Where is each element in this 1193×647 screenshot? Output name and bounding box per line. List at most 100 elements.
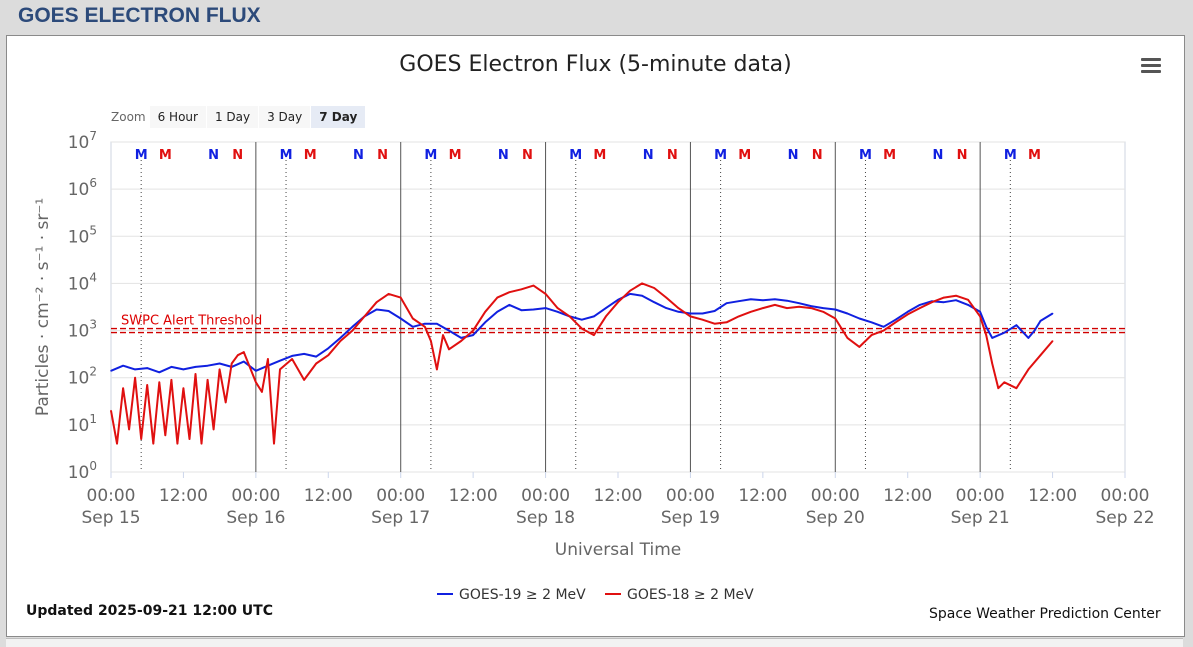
data-point-goes19 bbox=[556, 311, 559, 313]
data-point-goes19 bbox=[182, 368, 185, 371]
zoom-6-hour-button[interactable]: 6 Hour bbox=[149, 106, 206, 128]
data-point-goes18 bbox=[677, 307, 680, 309]
x-tick-time: 12:00 bbox=[449, 486, 498, 506]
data-point-goes19 bbox=[460, 337, 462, 339]
data-point-goes19 bbox=[605, 307, 607, 309]
data-point-goes19 bbox=[1033, 329, 1036, 332]
x-tick-date: Sep 17 bbox=[371, 508, 430, 528]
data-point-goes19 bbox=[858, 317, 861, 320]
marker-label-m: M bbox=[883, 148, 896, 163]
data-point-goes19 bbox=[327, 347, 330, 350]
x-tick-time: 12:00 bbox=[159, 486, 208, 506]
data-point-goes18 bbox=[484, 311, 487, 313]
zoom-7-day-button[interactable]: 7 Day bbox=[311, 106, 366, 128]
data-point-goes18 bbox=[882, 329, 885, 332]
marker-label-n: N bbox=[522, 148, 533, 163]
data-point-goes18 bbox=[363, 315, 366, 318]
credit-text: Space Weather Prediction Center bbox=[929, 606, 1161, 622]
y-tick-label: 105 bbox=[68, 223, 97, 247]
hamburger-menu-icon[interactable] bbox=[1141, 58, 1161, 76]
zoom-3-day-button[interactable]: 3 Day bbox=[259, 106, 311, 128]
x-tick-time: 00:00 bbox=[231, 486, 280, 506]
data-point-goes18 bbox=[810, 307, 812, 309]
data-point-goes19 bbox=[1051, 312, 1054, 315]
marker-label-n: N bbox=[667, 148, 678, 163]
data-point-goes18 bbox=[327, 354, 330, 357]
x-tick-time: 12:00 bbox=[883, 486, 932, 506]
x-tick-time: 00:00 bbox=[811, 486, 860, 506]
data-point-goes18 bbox=[442, 334, 444, 336]
data-point-goes18 bbox=[725, 321, 728, 324]
data-point-goes18 bbox=[116, 442, 118, 445]
data-point-goes19 bbox=[786, 299, 788, 302]
marker-label-m: M bbox=[859, 148, 872, 163]
threshold-label: SWPC Alert Threshold bbox=[121, 314, 262, 329]
data-point-goes19 bbox=[906, 311, 909, 313]
data-point-goes19 bbox=[870, 321, 873, 324]
data-point-goes19 bbox=[1015, 324, 1018, 327]
marker-label-n: N bbox=[232, 148, 243, 163]
data-point-goes19 bbox=[593, 315, 595, 318]
data-point-goes19 bbox=[472, 334, 474, 336]
data-point-goes19 bbox=[351, 326, 354, 328]
data-point-goes18 bbox=[224, 401, 227, 404]
data-point-goes18 bbox=[194, 373, 197, 375]
data-point-goes19 bbox=[822, 307, 824, 309]
data-point-goes18 bbox=[424, 326, 426, 328]
data-point-goes18 bbox=[568, 315, 571, 318]
data-point-goes19 bbox=[146, 367, 148, 369]
y-tick-label: 102 bbox=[68, 365, 97, 389]
data-point-goes19 bbox=[122, 364, 124, 367]
marker-label-n: N bbox=[208, 148, 219, 163]
data-point-goes19 bbox=[985, 326, 987, 328]
x-tick-time: 00:00 bbox=[666, 486, 715, 506]
data-point-goes18 bbox=[1039, 354, 1042, 357]
data-point-goes18 bbox=[798, 306, 800, 308]
data-point-goes18 bbox=[786, 307, 788, 309]
x-tick-date: Sep 20 bbox=[806, 508, 865, 528]
x-tick-time: 00:00 bbox=[956, 486, 1005, 506]
y-tick-label: 100 bbox=[68, 459, 97, 483]
data-point-goes19 bbox=[810, 305, 812, 307]
data-point-goes18 bbox=[291, 358, 293, 360]
data-point-goes18 bbox=[665, 296, 668, 299]
data-point-goes19 bbox=[448, 329, 450, 332]
x-axis-title: Universal Time bbox=[555, 540, 681, 560]
data-point-goes18 bbox=[1027, 368, 1030, 371]
data-point-goes19 bbox=[1003, 331, 1006, 334]
zoom-label: Zoom bbox=[111, 110, 146, 124]
data-point-goes18 bbox=[834, 317, 837, 320]
y-axis-title: Particles · cm⁻² · s⁻¹ · sr⁻¹ bbox=[33, 198, 53, 416]
x-tick-time: 12:00 bbox=[1028, 486, 1077, 506]
x-tick-date: Sep 18 bbox=[516, 508, 575, 528]
data-point-goes18 bbox=[762, 307, 764, 309]
data-point-goes18 bbox=[556, 307, 559, 309]
data-point-goes18 bbox=[267, 358, 269, 360]
data-point-goes19 bbox=[375, 308, 378, 311]
data-point-goes19 bbox=[882, 326, 885, 328]
data-point-goes18 bbox=[997, 387, 1000, 390]
data-point-goes19 bbox=[762, 299, 764, 302]
data-point-goes19 bbox=[713, 310, 716, 312]
marker-label-n: N bbox=[788, 148, 799, 163]
marker-label-m: M bbox=[159, 148, 172, 163]
data-point-goes18 bbox=[472, 329, 474, 332]
zoom-1-day-button[interactable]: 1 Day bbox=[206, 106, 259, 128]
x-tick-date: Sep 22 bbox=[1095, 508, 1154, 528]
y-tick-label: 107 bbox=[68, 129, 97, 153]
bottom-strip bbox=[6, 638, 1183, 647]
data-point-goes18 bbox=[750, 311, 752, 313]
data-point-goes18 bbox=[894, 321, 897, 324]
data-point-goes19 bbox=[134, 368, 136, 371]
data-point-goes18 bbox=[967, 299, 969, 301]
data-point-goes19 bbox=[677, 311, 680, 313]
data-point-goes18 bbox=[303, 379, 305, 381]
data-point-goes18 bbox=[955, 294, 957, 297]
data-point-goes18 bbox=[176, 442, 179, 445]
marker-label-m: M bbox=[135, 148, 148, 163]
data-point-goes18 bbox=[261, 391, 263, 393]
legend-label-goes19: GOES-19 ≥ 2 MeV bbox=[459, 587, 586, 603]
zoom-control: Zoom 6 Hour 1 Day 3 Day 7 Day bbox=[111, 105, 366, 129]
data-point-goes19 bbox=[991, 337, 993, 339]
data-point-goes18 bbox=[629, 289, 631, 292]
